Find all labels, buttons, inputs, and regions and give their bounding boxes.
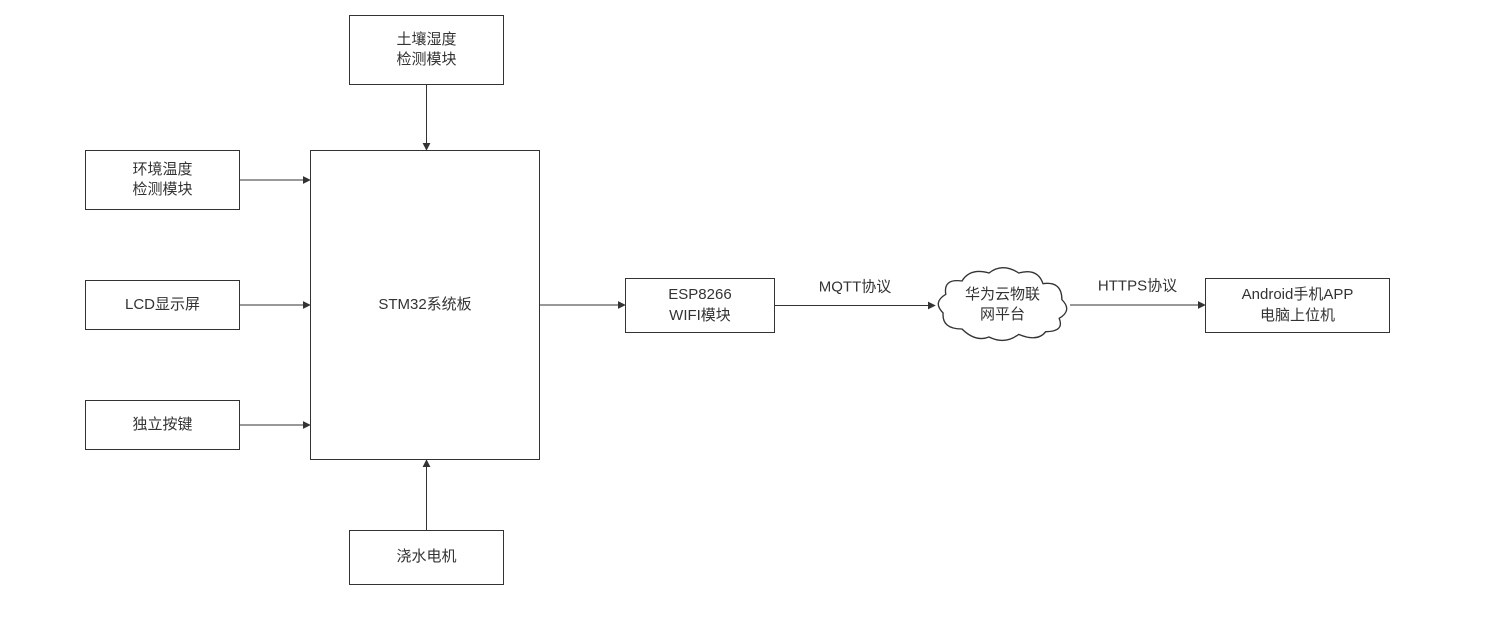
- node-soil: 土壤湿度检测模块: [349, 15, 504, 85]
- node-envtemp: 环境温度检测模块: [85, 150, 240, 210]
- node-label-line: 独立按键: [132, 415, 192, 435]
- node-label-line: 浇水电机: [396, 547, 456, 567]
- node-label-line: 检测模块: [396, 50, 456, 70]
- node-label: 浇水电机: [396, 547, 456, 567]
- node-label: 土壤湿度检测模块: [396, 30, 456, 71]
- diagram-canvas: 土壤湿度检测模块环境温度检测模块LCD显示屏独立按键STM32系统板浇水电机ES…: [0, 0, 1502, 642]
- node-motor: 浇水电机: [349, 530, 504, 585]
- node-label-line: LCD显示屏: [125, 295, 200, 315]
- node-label: 环境温度检测模块: [132, 160, 192, 201]
- node-label: Android手机APP电脑上位机: [1242, 285, 1354, 326]
- node-lcd: LCD显示屏: [85, 280, 240, 330]
- node-label-line: Android手机APP: [1242, 285, 1354, 305]
- node-label-line: 土壤湿度: [396, 30, 456, 50]
- node-label: LCD显示屏: [125, 295, 200, 315]
- node-label: STM32系统板: [378, 295, 471, 315]
- node-label-line: 检测模块: [132, 180, 192, 200]
- node-label: 华为云物联网平台: [935, 285, 1070, 326]
- node-android: Android手机APP电脑上位机: [1205, 278, 1390, 333]
- node-label-line: ESP8266: [668, 285, 731, 305]
- node-label: 独立按键: [132, 415, 192, 435]
- node-label-line: 环境温度: [132, 160, 192, 180]
- node-label-line: STM32系统板: [378, 295, 471, 315]
- node-label-line: 华为云物联: [935, 285, 1070, 305]
- node-cloud: 华为云物联网平台: [935, 265, 1070, 345]
- node-keys: 独立按键: [85, 400, 240, 450]
- edge-label-esp8266-to-cloud: MQTT协议: [819, 275, 892, 296]
- node-label: ESP8266WIFI模块: [668, 285, 731, 326]
- edge-label-cloud-to-android: HTTPS协议: [1098, 275, 1177, 296]
- node-stm32: STM32系统板: [310, 150, 540, 460]
- node-label-line: WIFI模块: [668, 306, 731, 326]
- node-esp8266: ESP8266WIFI模块: [625, 278, 775, 333]
- node-label-line: 网平台: [935, 305, 1070, 325]
- node-label-line: 电脑上位机: [1242, 306, 1354, 326]
